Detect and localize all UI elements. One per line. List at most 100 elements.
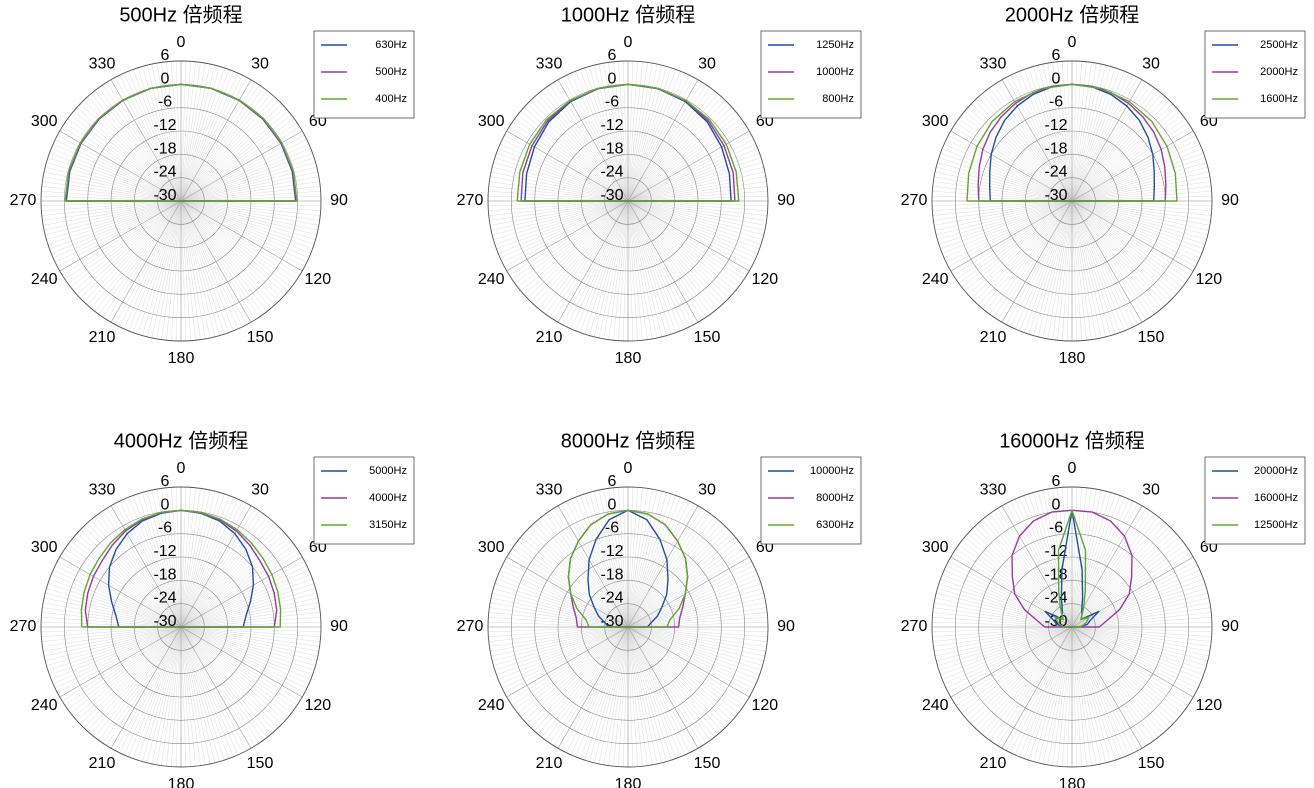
legend-label: 500Hz [375, 66, 407, 78]
angle-tick-label: 120 [304, 271, 331, 288]
ring-gridline [534, 533, 722, 721]
angle-tick-label: 330 [536, 481, 563, 498]
radius-tick-label: -6 [1049, 94, 1063, 111]
angle-tick-label: 150 [247, 329, 274, 346]
legend-label: 630Hz [375, 39, 407, 51]
radius-tick-label: -6 [605, 520, 619, 537]
angle-tick-label: 30 [698, 55, 716, 72]
legend-label: 400Hz [375, 93, 407, 105]
angle-tick-label: 300 [31, 539, 58, 556]
chart-title: 16000Hz 倍频程 [999, 429, 1145, 452]
angle-tick-label: 30 [1142, 481, 1160, 498]
angle-tick-label: 210 [980, 329, 1007, 346]
polar-chart-1: 500Hz 倍频程0306090120150180210240270300330… [10, 3, 415, 367]
angle-tick-label: 330 [980, 55, 1007, 72]
angle-tick-label: 0 [177, 34, 186, 51]
chart-title: 500Hz 倍频程 [119, 3, 242, 26]
angle-tick-label: 270 [901, 192, 928, 209]
series-line-800Hz [516, 83, 740, 202]
radius-tick-label: 6 [608, 47, 617, 64]
angle-tick-label: 150 [1138, 755, 1165, 772]
chart-title: 2000Hz 倍频程 [1005, 3, 1140, 26]
ring-gridline [487, 60, 769, 342]
legend-label: 20000Hz [1254, 465, 1298, 477]
angle-tick-label: 180 [615, 350, 642, 367]
angle-tick-label: 240 [478, 271, 505, 288]
legend: 2500Hz 2000Hz 1600Hz [1204, 30, 1306, 119]
legend-label: 4000Hz [369, 492, 407, 504]
angle-tick-label: 0 [177, 460, 186, 477]
radius-tick-label: -18 [1044, 140, 1067, 157]
radius-tick-label: 0 [161, 496, 170, 513]
angle-tick-label: 330 [536, 55, 563, 72]
chart-title: 8000Hz 倍频程 [561, 429, 696, 452]
angle-tick-label: 150 [694, 755, 721, 772]
series-line-20000Hz [1044, 509, 1100, 628]
radius-tick-label: -24 [600, 164, 623, 181]
angle-tick-label: 270 [457, 192, 484, 209]
legend-label: 6300Hz [816, 519, 854, 531]
angle-tick-label: 300 [478, 539, 505, 556]
legend: 10000Hz 8000Hz 6300Hz [760, 456, 862, 545]
legend: 630Hz 500Hz 400Hz [313, 30, 415, 119]
radius-tick-label: -12 [1044, 543, 1067, 560]
ring-gridline [931, 60, 1213, 342]
angle-tick-label: 90 [1221, 192, 1239, 209]
legend-label: 12500Hz [1254, 519, 1298, 531]
angle-tick-label: 180 [168, 776, 195, 788]
polar-chart-2: 1000Hz 倍频程030609012015018021024027030033… [457, 3, 862, 367]
angle-tick-label: 90 [1221, 618, 1239, 635]
angle-tick-label: 180 [1059, 350, 1086, 367]
angle-tick-label: 300 [31, 113, 58, 130]
radius-tick-label: -30 [153, 613, 176, 630]
polar-chart-6: 16000Hz 倍频程03060901201501802102402703003… [901, 429, 1306, 788]
radius-tick-label: -18 [1044, 566, 1067, 583]
legend-label: 10000Hz [810, 465, 854, 477]
angle-tick-label: 210 [89, 329, 116, 346]
angle-tick-label: 240 [31, 271, 58, 288]
angle-tick-label: 120 [751, 271, 778, 288]
radius-tick-label: -30 [1044, 187, 1067, 204]
angle-tick-label: 90 [777, 192, 795, 209]
legend-label: 1000Hz [816, 66, 854, 78]
radius-tick-label: -24 [600, 590, 623, 607]
polar-chart-4: 4000Hz 倍频程030609012015018021024027030033… [10, 429, 415, 788]
angle-tick-label: 300 [922, 113, 949, 130]
series-line-400Hz [64, 83, 298, 202]
radius-tick-label: -24 [153, 164, 176, 181]
legend: 1250Hz 1000Hz 800Hz [760, 30, 862, 119]
chart-title: 4000Hz 倍频程 [114, 429, 249, 452]
chart-title: 1000Hz 倍频程 [561, 3, 696, 26]
radius-tick-label: 0 [608, 70, 617, 87]
angle-tick-label: 90 [330, 618, 348, 635]
series-line-6300Hz [567, 509, 689, 628]
angle-tick-label: 210 [536, 755, 563, 772]
radius-tick-label: -6 [158, 520, 172, 537]
angle-tick-label: 120 [304, 697, 331, 714]
radius-tick-label: -12 [600, 117, 623, 134]
angle-tick-label: 150 [1138, 329, 1165, 346]
angle-tick-label: 30 [698, 481, 716, 498]
radius-tick-label: -30 [600, 613, 623, 630]
angle-tick-label: 120 [1195, 271, 1222, 288]
angle-tick-label: 180 [168, 350, 195, 367]
angle-tick-label: 270 [10, 192, 37, 209]
angle-tick-label: 120 [1195, 697, 1222, 714]
series-line-16000Hz [1011, 509, 1133, 628]
radius-tick-label: -24 [1044, 164, 1067, 181]
ring-gridline [931, 486, 1213, 768]
radius-tick-label: 0 [1052, 496, 1061, 513]
radius-tick-label: -30 [153, 187, 176, 204]
radius-tick-label: -24 [153, 590, 176, 607]
radius-tick-label: -12 [153, 543, 176, 560]
radius-tick-label: -30 [600, 187, 623, 204]
radius-tick-label: -6 [1049, 520, 1063, 537]
legend: 20000Hz 16000Hz 12500Hz [1204, 456, 1306, 545]
angle-tick-label: 240 [31, 697, 58, 714]
ring-gridline [487, 486, 769, 768]
angle-tick-label: 270 [901, 618, 928, 635]
legend-label: 3150Hz [369, 519, 407, 531]
angle-tick-label: 0 [1068, 460, 1077, 477]
legend-label: 800Hz [822, 93, 854, 105]
